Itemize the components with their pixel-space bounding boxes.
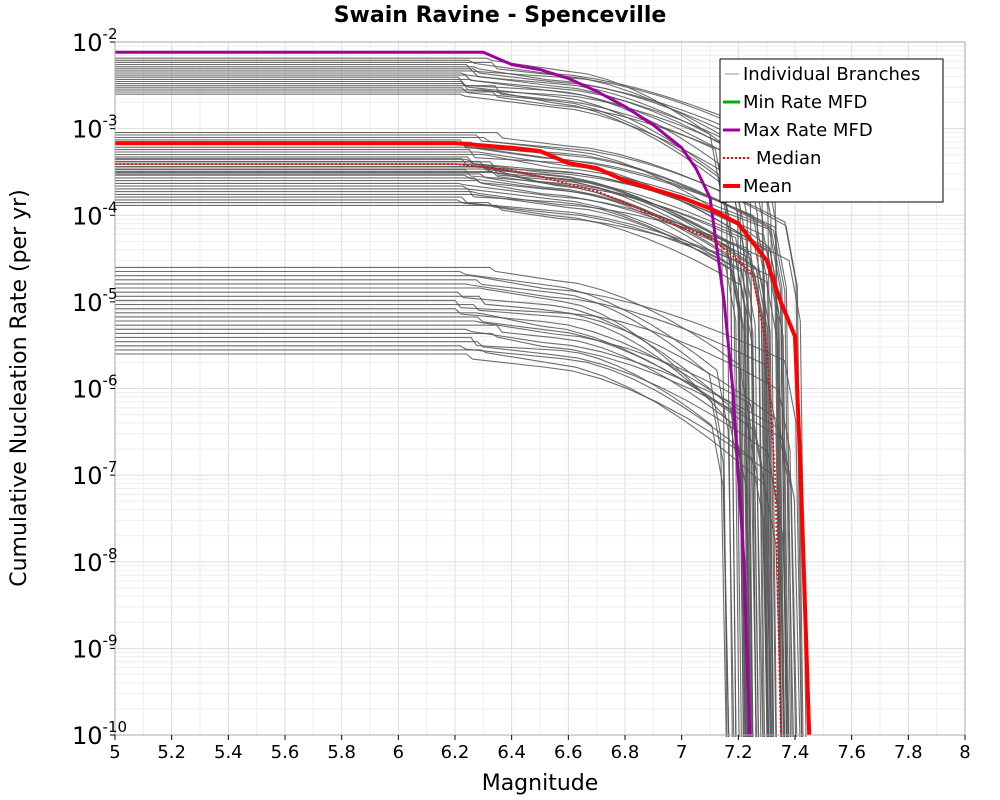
branch-line [115, 328, 798, 738]
branch-line [115, 134, 803, 738]
branch-line [115, 166, 751, 738]
chart-title: Swain Ravine - Spenceville [334, 3, 667, 28]
y-tick-label: 10-4 [72, 198, 118, 230]
series-line-median [115, 163, 782, 736]
y-tick-label: 10-9 [72, 631, 118, 663]
y-tick-label: 10-10 [72, 718, 127, 750]
branch-line [115, 132, 804, 738]
branch-line [115, 312, 772, 738]
branch-line [115, 163, 788, 738]
x-tick-label: 6.2 [441, 742, 470, 763]
x-tick-label: 7.8 [894, 742, 923, 763]
y-axis-label: Cumulative Nucleation Rate (per yr) [7, 189, 32, 587]
branch-line [115, 141, 792, 738]
branch-line [115, 283, 782, 738]
legend-label-max-rate: Max Rate MFD [743, 120, 873, 141]
branch-line [115, 345, 770, 738]
y-tick-label: 10-8 [72, 545, 118, 577]
branch-line [115, 349, 783, 738]
branch-line [115, 171, 746, 738]
branch-line [115, 199, 784, 738]
x-axis-ticks: 5 5.2 5.4 5.6 5.8 6 6.2 6.4 6.6 6.8 7 7.2 7.4 7.6 7.8 8 [109, 735, 971, 763]
x-tick-label: 5 [109, 742, 120, 763]
branch-line [115, 332, 801, 738]
legend: Individual Branches Min Rate MFD Max Rat… [719, 58, 944, 203]
branch-line [115, 188, 751, 738]
branch-line [115, 85, 733, 738]
legend-label-min-rate: Min Rate MFD [743, 92, 867, 113]
branch-line [115, 144, 771, 738]
branch-line [115, 177, 742, 738]
x-tick-label: 7.2 [724, 742, 753, 763]
legend-label-individual-branches: Individual Branches [743, 64, 920, 85]
y-tick-label: 10-7 [72, 458, 118, 490]
x-tick-label: 7 [676, 742, 687, 763]
branch-line [115, 291, 749, 738]
branch-line [115, 174, 745, 738]
x-tick-label: 6.8 [611, 742, 640, 763]
branch-line [115, 308, 764, 738]
legend-box [719, 58, 944, 203]
branch-line [115, 169, 754, 738]
x-tick-label: 5.8 [327, 742, 356, 763]
branch-line [115, 196, 790, 738]
branch-line [115, 146, 793, 738]
x-tick-label: 5.6 [271, 742, 300, 763]
branch-line [115, 316, 749, 738]
x-tick-label: 5.4 [214, 742, 243, 763]
x-tick-label: 6 [393, 742, 404, 763]
grid [114, 42, 966, 736]
branch-line [115, 202, 759, 738]
x-tick-label: 8 [959, 742, 970, 763]
branch-line [115, 275, 803, 738]
branch-line [115, 193, 750, 738]
branch-line [115, 324, 752, 738]
y-tick-label: 10-5 [72, 285, 118, 317]
branch-line [115, 336, 730, 738]
x-tick-label: 7.4 [781, 742, 810, 763]
series-line-mean [115, 141, 812, 736]
x-tick-label: 5.2 [157, 742, 186, 763]
branch-line [115, 180, 752, 738]
branch-line [115, 87, 737, 738]
x-tick-label: 7.6 [837, 742, 866, 763]
legend-label-mean: Mean [743, 176, 792, 197]
summary-series [115, 50, 812, 736]
x-tick-label: 6.6 [554, 742, 583, 763]
y-tick-label: 10-2 [72, 25, 118, 57]
y-tick-label: 10-6 [72, 372, 118, 404]
x-axis-label: Magnitude [482, 771, 599, 796]
y-axis-ticks: 10-2 10-3 10-4 10-5 10-6 10-7 10-8 10-9 10-10 [72, 25, 127, 750]
branch-line [115, 139, 789, 738]
y-tick-label: 10-3 [72, 112, 118, 144]
branch-line [115, 299, 797, 738]
branch-line [115, 266, 757, 738]
branch-line [115, 270, 735, 738]
x-tick-label: 6.4 [497, 742, 526, 763]
series-line-max-rate-mfd [115, 50, 752, 736]
legend-label-median: Median [756, 148, 821, 169]
branch-line [115, 160, 746, 738]
branch-line [115, 279, 727, 738]
